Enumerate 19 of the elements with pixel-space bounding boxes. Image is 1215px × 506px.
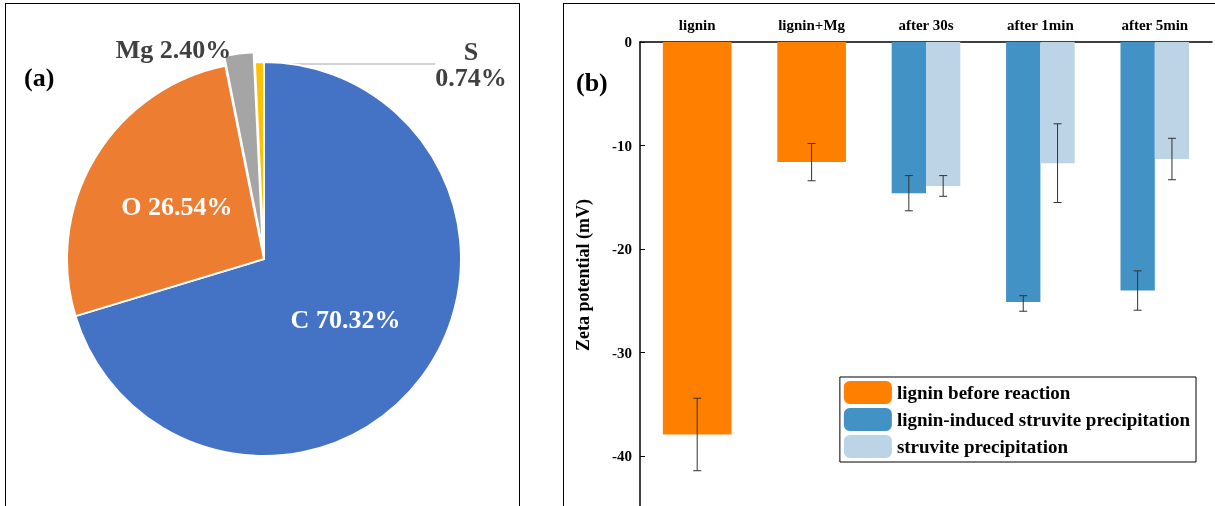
y-tick-label: -30 [612, 344, 632, 361]
legend-label: struvite precipitation [896, 436, 1069, 457]
text: (b) [576, 67, 608, 97]
x-tick-label: after 1min [1007, 16, 1075, 33]
x-tick-label: lignin [678, 16, 717, 33]
x-tick-label: lignin+Mg [778, 16, 846, 33]
slice-label: O 26.54% [121, 192, 233, 222]
legend-label: lignin before reaction [896, 382, 1071, 403]
y-tick-label: -40 [612, 448, 632, 465]
slice-label: C 70.32% [290, 304, 401, 334]
text: (a) [24, 62, 55, 92]
y-tick-label: 0 [624, 34, 632, 50]
legend-label: lignin-induced struvite precipitation [896, 409, 1191, 430]
slice-label: Mg 2.40% [115, 35, 232, 65]
x-tick-label: after 30s [898, 16, 954, 33]
y-tick-label: -20 [612, 241, 632, 258]
x-tick-label: after 5min [1121, 16, 1189, 33]
y-tick-label: -10 [612, 137, 632, 154]
y-axis-title: Zeta potential (mV) [573, 199, 594, 351]
